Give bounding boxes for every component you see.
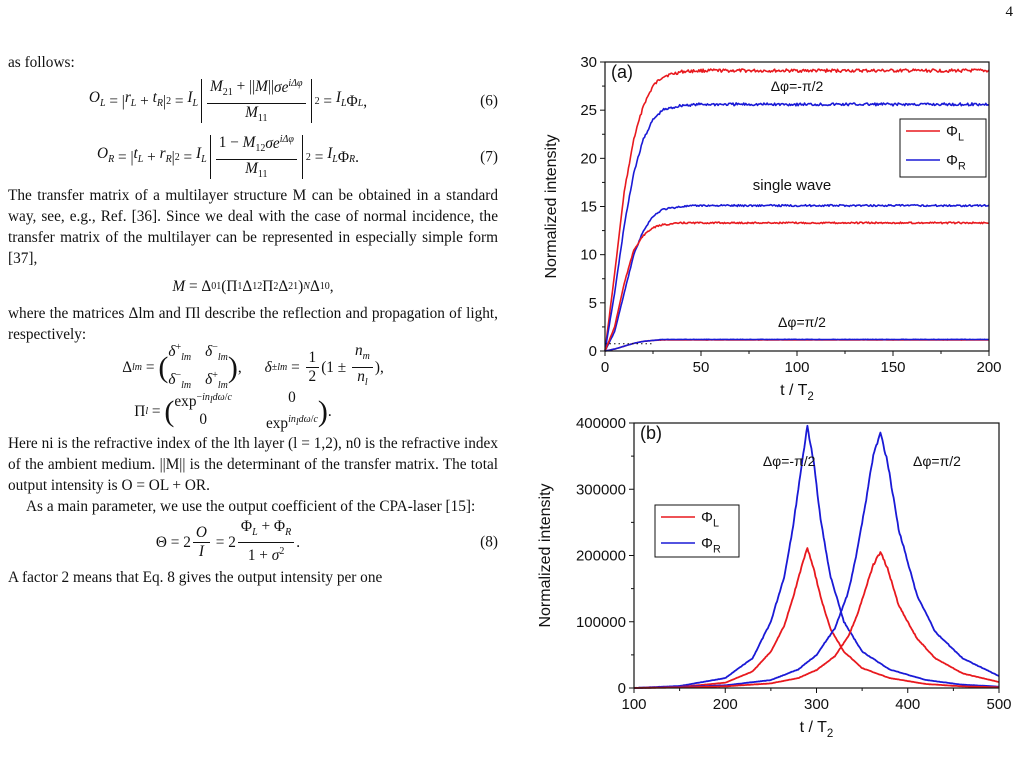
x-tick-label: 300 (804, 696, 829, 713)
equation-6: OL = | rL + tR | 2 = IL M21 + ||M||σeiΔφ M11… (8, 73, 498, 129)
chart-panel-b: 100 200 300 400 500 0 100000 200000 300000 400000… (537, 415, 1012, 740)
y-tick-label: 100000 (576, 614, 626, 631)
text-column: as follows: OL = | rL + tR | 2 = IL M21 + |… (8, 52, 498, 588)
x-axis-label: t / T2 (800, 719, 834, 740)
annotation-dphi-minus: Δφ=-π/2 (763, 453, 816, 469)
x-tick-label: 150 (880, 359, 905, 376)
equation-7: OR = | tL + rR | 2 = IL 1 − M12σeiΔφ M11 2 =… (8, 129, 498, 185)
series-line-single-wave-phi-r (604, 203, 990, 352)
y-tick-label: 0 (589, 343, 597, 360)
figures: 0 50 100 150 200 0 5 10 15 20 25 30 t / T2 Normalized… (530, 48, 1029, 773)
y-tick-label: 25 (580, 102, 597, 119)
y-axis-label: Normalized intensity (543, 134, 560, 278)
x-tick-label: 400 (895, 696, 920, 713)
panel-label: (a) (611, 62, 633, 82)
y-tick-label: 5 (589, 295, 597, 312)
annotation-dphi-plus: Δφ=π/2 (913, 453, 961, 469)
y-tick-label: 400000 (576, 415, 626, 432)
series-line--2-phi-r (633, 424, 999, 689)
equation-6-number: (6) (480, 92, 498, 110)
y-tick-label: 20 (580, 150, 597, 167)
y-tick-label: 0 (618, 680, 626, 697)
annotation-dphi-plus: Δφ=π/2 (778, 314, 826, 330)
chart-panel-a: 0 50 100 150 200 0 5 10 15 20 25 30 t / T2 Normalized… (543, 54, 1002, 403)
legend-box (899, 118, 987, 178)
y-tick-label: 300000 (576, 481, 626, 498)
legend-box (654, 504, 740, 558)
factor-text: A factor 2 means that Eq. 8 gives the ou… (8, 569, 383, 586)
equation-8-number: (8) (480, 533, 498, 551)
x-axis-label: t / T2 (780, 382, 814, 403)
series-line--2-phi-l (604, 68, 990, 352)
series-line--2-phi-l (633, 547, 1000, 689)
y-axis-label: Normalized intensity (537, 483, 554, 627)
series-line--2-phi-l (634, 551, 1000, 689)
x-tick-label: 100 (784, 359, 809, 376)
series-line--2-phi-r (604, 338, 989, 352)
legend-entry-phi-r: ΦR (701, 535, 721, 556)
y-tick-label: 10 (580, 247, 597, 264)
x-tick-label: 100 (621, 696, 646, 713)
intro-text: as follows: (8, 54, 75, 71)
panel-label: (b) (640, 423, 662, 443)
x-tick-label: 200 (713, 696, 738, 713)
legend-entry-phi-l: ΦL (701, 509, 719, 530)
main-parameter-text: As a main parameter, we use the output c… (26, 498, 476, 515)
y-tick-label: 200000 (576, 548, 626, 565)
series-line-single-wave-phi-l (604, 221, 990, 352)
x-tick-label: 200 (976, 359, 1001, 376)
series-line--2-phi-r (604, 102, 990, 352)
transfer-matrix-text: The transfer matrix of a multilayer stru… (8, 187, 498, 267)
annotation-single-wave: single wave (753, 177, 831, 194)
x-tick-label: 500 (986, 696, 1011, 713)
series-line--2-phi-l (604, 339, 990, 352)
legend-entry-phi-l: ΦL (946, 123, 964, 144)
series-line--2-phi-r (634, 431, 1000, 689)
equation-transfer-matrix: M = Δ 01 (Π 1 Δ 12 Π 2 Δ 21) N Δ 10, (172, 277, 334, 295)
x-tick-label: 0 (601, 359, 609, 376)
matrices-text: where the matrices Δlm and Πl describe t… (8, 305, 498, 343)
equation-7-number: (7) (480, 148, 498, 166)
annotation-dphi-minus: Δφ=-π/2 (771, 78, 824, 94)
y-tick-label: 30 (580, 54, 597, 71)
refractive-index-text: Here ni is the refractive index of the l… (8, 435, 498, 494)
y-tick-label: 15 (580, 199, 597, 216)
page-number: 4 (1005, 4, 1014, 20)
legend-entry-phi-r: ΦR (946, 152, 966, 173)
x-tick-label: 50 (693, 359, 710, 376)
